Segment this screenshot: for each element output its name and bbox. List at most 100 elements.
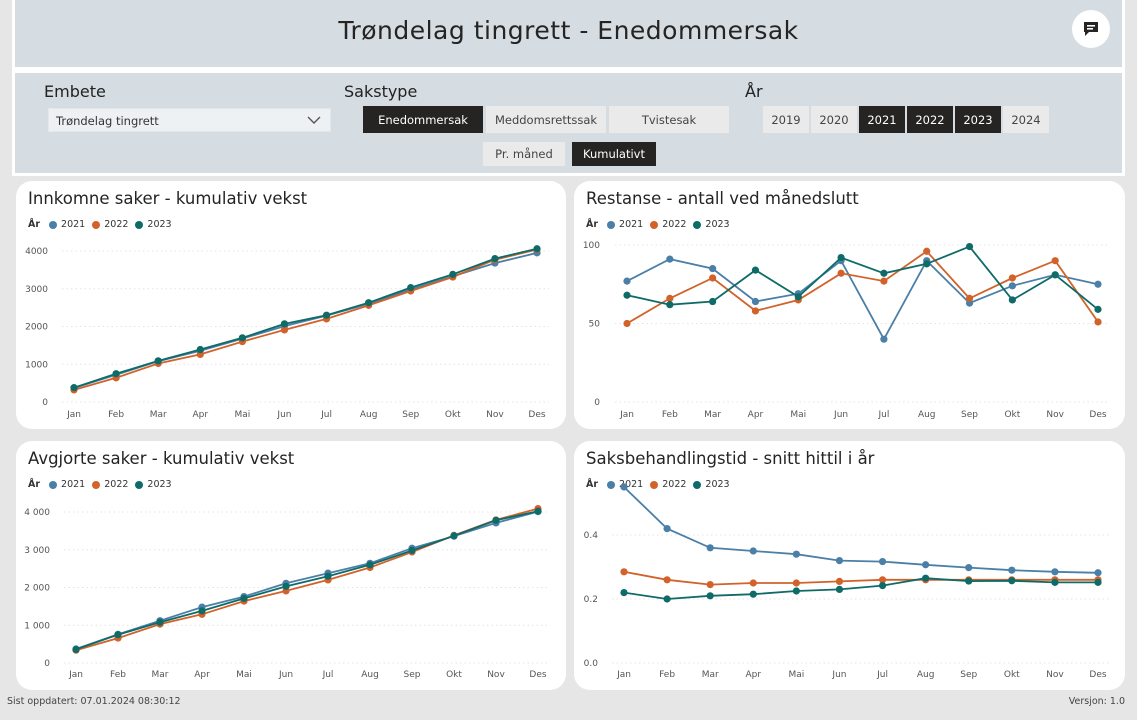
legend-label-2022[interactable]: 2022 — [104, 479, 129, 490]
chart-card-saksbehandlingstid: Saksbehandlingstid - snitt hittil i år Å… — [574, 441, 1125, 690]
last-updated-text: Sist oppdatert: 07.01.2024 08:30:12 — [7, 696, 181, 707]
data-point-2021 — [1051, 568, 1059, 576]
legend-label-2021[interactable]: 2021 — [619, 479, 644, 490]
legend-swatch-2022 — [92, 220, 101, 229]
x-tick-label: Mai — [236, 670, 252, 680]
x-tick-label: Sep — [960, 670, 977, 680]
y-tick-label: 50 — [589, 320, 601, 330]
x-tick-label: Aug — [917, 670, 935, 680]
header-banner: Trøndelag tingrett - Enedommersak — [12, 0, 1125, 70]
year-2024[interactable]: 2024 — [1003, 106, 1049, 133]
sakstype-enedommersak[interactable]: Enedommersak — [363, 106, 483, 133]
y-tick-label: 4000 — [25, 247, 48, 257]
x-tick-label: Mai — [788, 670, 804, 680]
x-tick-label: Jan — [616, 670, 631, 680]
mode-kumulativt[interactable]: Kumulativt — [572, 142, 656, 166]
data-point-2023 — [837, 253, 845, 262]
y-tick-label: 0 — [42, 398, 48, 408]
data-point-2022 — [880, 277, 888, 285]
chart-legend: År 2021 2022 2023 — [586, 219, 730, 230]
year-2021[interactable]: 2021 — [859, 106, 905, 133]
data-point-2023 — [749, 590, 757, 598]
data-point-2023 — [880, 269, 888, 277]
x-tick-label: Jan — [66, 410, 81, 420]
legend-label-2023[interactable]: 2023 — [705, 479, 730, 490]
legend-title: År — [586, 219, 599, 230]
data-point-2023 — [1008, 296, 1016, 304]
y-tick-label: 1 000 — [24, 621, 50, 631]
x-tick-label: Jun — [276, 410, 291, 420]
data-point-2022 — [1008, 274, 1016, 282]
x-tick-label: Nov — [1046, 670, 1064, 680]
x-tick-label: Des — [528, 410, 545, 420]
y-tick-label: 0 — [44, 659, 50, 669]
embete-dropdown[interactable]: Trøndelag tingrett — [48, 108, 331, 132]
data-point-2021 — [623, 277, 631, 285]
sakstype-tvistesak[interactable]: Tvistesak — [609, 106, 729, 133]
data-point-2021 — [1094, 569, 1102, 577]
x-tick-label: Jun — [833, 410, 848, 420]
data-point-2023 — [365, 299, 373, 307]
legend-label-2022[interactable]: 2022 — [104, 219, 129, 230]
x-tick-label: Des — [1089, 670, 1106, 680]
x-tick-label: Des — [529, 670, 546, 680]
line-chart-saksbehandlingstid: 0.0 0.2 0.4 Jan Feb Mar Apr Mai Jun Jul Aug Sep Okt N… — [584, 483, 1110, 680]
legend-label-2023[interactable]: 2023 — [147, 219, 172, 230]
series-line-2023 — [73, 247, 538, 389]
x-tick-label: Feb — [662, 410, 678, 420]
data-point-2023 — [623, 291, 631, 299]
legend-label-2021[interactable]: 2021 — [61, 219, 86, 230]
legend-label-2023[interactable]: 2023 — [705, 219, 730, 230]
x-tick-label: Okt — [445, 410, 461, 420]
version-text: Versjon: 1.0 — [1068, 696, 1125, 707]
year-2022[interactable]: 2022 — [907, 106, 953, 133]
mode-pr-maned[interactable]: Pr. måned — [483, 142, 565, 166]
legend-swatch-2023 — [693, 220, 702, 229]
x-tick-label: Apr — [194, 670, 210, 680]
data-point-2022 — [835, 577, 844, 585]
data-point-2023 — [492, 516, 500, 524]
legend-label-2021[interactable]: 2021 — [61, 479, 86, 490]
data-point-2021 — [1008, 566, 1016, 574]
sakstype-meddomsrettssak[interactable]: Meddomsrettssak — [486, 106, 606, 133]
data-point-2021 — [792, 550, 800, 558]
data-point-2023 — [1008, 577, 1016, 585]
data-point-2022 — [1094, 318, 1102, 326]
legend-title: År — [28, 219, 41, 230]
legend-label-2022[interactable]: 2022 — [662, 219, 687, 230]
data-point-2023 — [322, 311, 331, 319]
year-2019[interactable]: 2019 — [763, 106, 809, 133]
data-point-2023 — [366, 561, 374, 569]
x-tick-label: Mar — [702, 670, 719, 680]
legend-label-2022[interactable]: 2022 — [662, 479, 687, 490]
x-tick-label: Apr — [192, 410, 208, 420]
legend-label-2021[interactable]: 2021 — [619, 219, 644, 230]
chart-title: Restanse - antall ved månedslutt — [586, 189, 859, 208]
x-tick-label: Sep — [961, 410, 978, 420]
data-point-2021 — [749, 547, 757, 555]
data-point-2021 — [620, 483, 628, 491]
year-2020[interactable]: 2020 — [811, 106, 857, 133]
data-point-2021 — [880, 335, 888, 343]
comment-icon — [1084, 22, 1098, 36]
data-point-2022 — [751, 307, 760, 315]
x-tick-label: Mai — [234, 410, 250, 420]
x-tick-label: Aug — [361, 670, 379, 680]
data-point-2023 — [706, 592, 714, 600]
comment-button[interactable] — [1072, 10, 1110, 48]
legend-label-2023[interactable]: 2023 — [147, 479, 172, 490]
data-point-2021 — [709, 264, 717, 273]
y-tick-label: 100 — [583, 241, 600, 251]
data-point-2023 — [408, 546, 416, 555]
legend-swatch-2021 — [49, 220, 58, 229]
series-line-2022 — [73, 248, 538, 391]
y-tick-label: 2 000 — [24, 584, 50, 594]
x-tick-label: Mar — [704, 410, 721, 420]
x-tick-label: Feb — [108, 410, 124, 420]
x-tick-label: Mar — [152, 670, 169, 680]
legend-swatch-2022 — [650, 220, 659, 229]
x-tick-label: Mar — [150, 410, 167, 420]
data-point-2022 — [878, 576, 887, 584]
sakstype-label: Sakstype — [344, 82, 418, 101]
year-2023[interactable]: 2023 — [955, 106, 1001, 133]
